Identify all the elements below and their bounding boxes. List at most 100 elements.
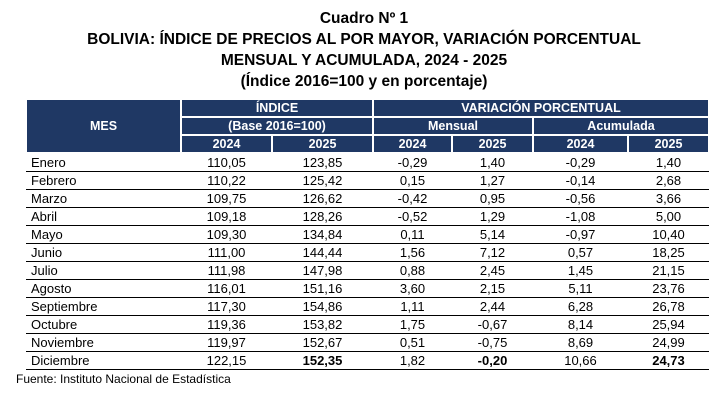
month-cell: Diciembre [26,351,181,370]
month-cell: Agosto [26,279,181,298]
value-cell: 152,67 [272,333,373,352]
value-cell: 24,99 [628,333,709,352]
month-cell: Julio [26,261,181,280]
table-row: Enero 110,05 123,85 -0,29 1,40 -0,29 1,40 [26,153,709,172]
value-cell: -0,29 [373,153,452,172]
table-row: Agosto 116,01 151,16 3,60 2,15 5,11 23,76 [26,279,709,298]
value-cell: 10,40 [628,225,709,244]
value-cell: 134,84 [272,225,373,244]
value-cell: 111,98 [181,261,272,280]
table-row: Julio 111,98 147,98 0,88 2,45 1,45 21,15 [26,261,709,280]
value-cell: 111,00 [181,243,272,262]
year-header-mensual-2024: 2024 [372,134,453,154]
year-header-indice-2025: 2025 [271,134,374,154]
value-cell: 1,75 [373,315,452,334]
month-cell: Marzo [26,189,181,208]
year-header-mensual-2025: 2025 [451,134,534,154]
value-cell: 5,00 [628,207,709,226]
value-cell: 2,15 [452,279,533,298]
month-cell: Enero [26,153,181,172]
value-cell: 10,66 [533,351,628,370]
value-cell: -0,56 [533,189,628,208]
value-cell: 23,76 [628,279,709,298]
value-cell: -0,29 [533,153,628,172]
main-title-line1: BOLIVIA: ÍNDICE DE PRECIOS AL POR MAYOR,… [87,31,641,48]
main-title-line2: MENSUAL Y ACUMULADA, 2024 - 2025 [220,52,508,69]
value-cell: 1,82 [373,351,452,370]
table-row: Febrero 110,22 125,42 0,15 1,27 -0,14 2,68 [26,171,709,190]
year-header-acumulada-2024: 2024 [532,134,629,154]
value-cell: 8,14 [533,315,628,334]
value-cell: -0,14 [533,171,628,190]
value-cell: -0,52 [373,207,452,226]
value-cell: 1,45 [533,261,628,280]
value-cell: 3,60 [373,279,452,298]
month-cell: Noviembre [26,333,181,352]
col-header-acumulada: Acumulada [532,116,710,136]
value-cell: 147,98 [272,261,373,280]
table-row: Noviembre 119,97 152,67 0,51 -0,75 8,69 24,99 [26,333,709,352]
table-body: Enero 110,05 123,85 -0,29 1,40 -0,29 1,40 Febre… [26,153,709,370]
value-cell: 1,40 [628,153,709,172]
value-cell: -0,67 [452,315,533,334]
value-cell: -0,42 [373,189,452,208]
month-cell: Abril [26,207,181,226]
col-header-mes: MES [25,98,182,154]
col-header-variacion: VARIACIÓN PORCENTUAL [372,98,710,118]
value-cell: 0,57 [533,243,628,262]
month-cell: Septiembre [26,297,181,316]
value-cell: 3,66 [628,189,709,208]
value-cell: 1,29 [452,207,533,226]
value-cell: 110,22 [181,171,272,190]
table-row: Abril 109,18 128,26 -0,52 1,29 -1,08 5,00 [26,207,709,226]
value-cell: 109,30 [181,225,272,244]
source-note: Fuente: Instituto Nacional de Estadístic… [16,372,231,386]
value-cell: 117,30 [181,297,272,316]
month-cell: Febrero [26,171,181,190]
value-cell: 122,15 [181,351,272,370]
col-header-indice: ÍNDICE [180,98,374,118]
value-cell: 123,85 [272,153,373,172]
value-cell: 152,35 [272,351,373,370]
table-row: Marzo 109,75 126,62 -0,42 0,95 -0,56 3,66 [26,189,709,208]
value-cell: 5,14 [452,225,533,244]
value-cell: 2,45 [452,261,533,280]
value-cell: 7,12 [452,243,533,262]
value-cell: -0,20 [452,351,533,370]
value-cell: 151,16 [272,279,373,298]
value-cell: 6,28 [533,297,628,316]
table-row: Septiembre 117,30 154,86 1,11 2,44 6,28 26,78 [26,297,709,316]
value-cell: 110,05 [181,153,272,172]
value-cell: 26,78 [628,297,709,316]
value-cell: 2,68 [628,171,709,190]
table-row: Mayo 109,30 134,84 0,11 5,14 -0,97 10,40 [26,225,709,244]
value-cell: 8,69 [533,333,628,352]
value-cell: 109,75 [181,189,272,208]
value-cell: 1,27 [452,171,533,190]
value-cell: 1,56 [373,243,452,262]
value-cell: 125,42 [272,171,373,190]
value-cell: 0,15 [373,171,452,190]
value-cell: 21,15 [628,261,709,280]
value-cell: 153,82 [272,315,373,334]
value-cell: -0,97 [533,225,628,244]
value-cell: 128,26 [272,207,373,226]
value-cell: 25,94 [628,315,709,334]
table-number-title: Cuadro Nº 1 [319,10,409,27]
month-cell: Junio [26,243,181,262]
year-header-acumulada-2025: 2025 [627,134,710,154]
value-cell: 109,18 [181,207,272,226]
ipm-table: MES ÍNDICE VARIACIÓN PORCENTUAL (Base 20… [25,98,710,370]
subtitle-units: (Índice 2016=100 y en porcentaje) [240,73,488,90]
table-row: Diciembre 122,15 152,35 1,82 -0,20 10,66 24,73 [26,351,709,370]
value-cell: 116,01 [181,279,272,298]
title-block: Cuadro Nº 1 BOLIVIA: ÍNDICE DE PRECIOS A… [0,0,728,92]
value-cell: 126,62 [272,189,373,208]
value-cell: 154,86 [272,297,373,316]
table-row: Octubre 119,36 153,82 1,75 -0,67 8,14 25,94 [26,315,709,334]
value-cell: 119,36 [181,315,272,334]
value-cell: 24,73 [628,351,709,370]
month-cell: Octubre [26,315,181,334]
value-cell: 1,40 [452,153,533,172]
value-cell: -0,75 [452,333,533,352]
